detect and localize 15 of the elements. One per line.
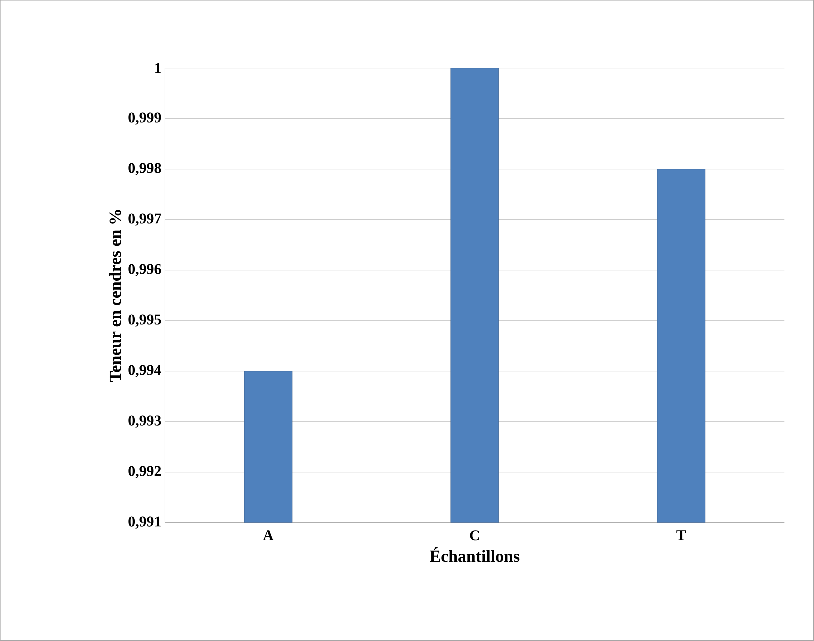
y-tick-label: 0,993	[128, 416, 162, 428]
y-axis-title: Teneur en cendres en %	[109, 210, 122, 382]
y-tick-label: 0,995	[128, 314, 162, 327]
y-tick-label: 0,997	[128, 214, 162, 226]
y-tick-label: 0,998	[128, 163, 162, 176]
x-tick-label: C	[470, 530, 480, 541]
y-tick-label: 0,999	[128, 112, 162, 125]
y-tick-label: 0,996	[128, 264, 162, 276]
x-tick-label: A	[263, 530, 274, 540]
x-tick-label: T	[676, 530, 686, 540]
y-tick-label: 0,994	[128, 365, 162, 378]
y-tick-label: 0,991	[128, 516, 161, 529]
y-tick-label: 0,992	[128, 466, 162, 478]
y-tick-label: 1	[155, 63, 161, 74]
x-axis-title: Échantillons	[430, 547, 520, 562]
